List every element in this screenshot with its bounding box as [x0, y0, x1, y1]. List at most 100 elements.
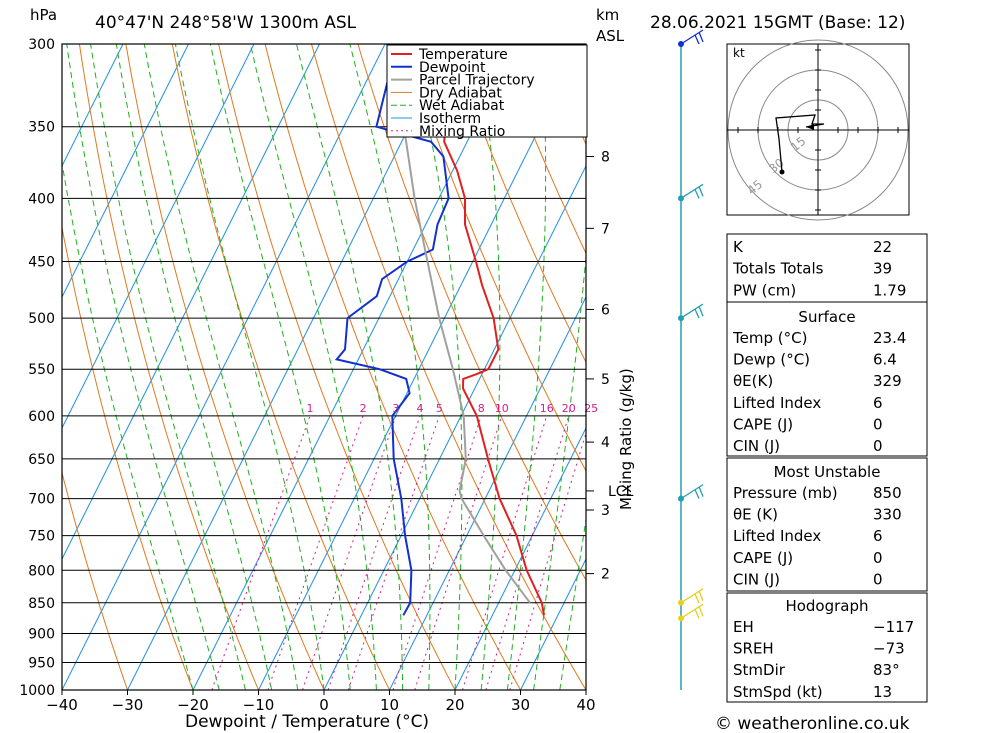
- surface-row-value: 0: [873, 437, 883, 455]
- surface-row-value: 6.4: [873, 351, 897, 369]
- pressure-tick-label: 350: [28, 120, 55, 136]
- wet-adiabat-line: [585, 687, 586, 690]
- wet-adiabat-line: [209, 44, 351, 690]
- hodograph-unit-label: kt: [733, 46, 745, 60]
- hodograph-stats-row-label: EH: [733, 618, 754, 636]
- wind-barb-icon: [680, 303, 704, 319]
- mixing-ratio-label: 16: [540, 402, 554, 415]
- indices-box: [726, 233, 928, 303]
- pressure-tick-label: 900: [28, 626, 55, 642]
- surface-title: Surface: [798, 308, 855, 326]
- surface-row-value: 23.4: [873, 329, 906, 347]
- km-tick-label: 6: [601, 302, 610, 318]
- isotherm-line: [323, 164, 586, 690]
- index-row-value: 1.79: [873, 281, 906, 299]
- legend-label: Dry Adiabat: [419, 85, 502, 101]
- surface-row-label: θE(K): [733, 372, 773, 390]
- hodograph-stats-title: Hodograph: [785, 597, 868, 615]
- wind-barb-icon: [680, 29, 704, 45]
- most-unstable-title: Most Unstable: [774, 463, 881, 481]
- wet-adiabat-line: [533, 251, 586, 690]
- mixing-ratio-line: [211, 415, 311, 690]
- pressure-tick-label: 800: [28, 563, 55, 579]
- hodograph-stats-row-value: −117: [873, 618, 914, 636]
- surface-row-value: 6: [873, 394, 883, 412]
- wet-adiabat-line: [115, 44, 273, 690]
- most-unstable-row-label: CAPE (J): [733, 549, 793, 567]
- pressure-tick-label: 400: [28, 191, 55, 207]
- legend-label: Isotherm: [419, 111, 481, 127]
- hodograph-stats-row-label: StmDir: [733, 661, 786, 679]
- index-row-label: Totals Totals: [732, 260, 824, 278]
- mixing-ratio-label: 20: [562, 402, 576, 415]
- legend-label: Mixing Ratio: [419, 124, 505, 140]
- series-parcel-trajectory: [389, 44, 531, 604]
- pressure-tick-label: 500: [28, 311, 55, 327]
- mixing-ratio-line: [302, 415, 397, 690]
- hodograph-stats-row-value: 83°: [873, 661, 900, 679]
- lcl-label: LCL: [608, 484, 634, 500]
- km-tick-label: 3: [601, 503, 610, 519]
- pressure-tick-label: 850: [28, 596, 55, 612]
- mixing-ratio-label: 3: [392, 402, 399, 415]
- legend-label: Parcel Trajectory: [419, 73, 535, 89]
- wet-adiabat-line: [249, 44, 377, 690]
- pressure-tick-label: 450: [28, 255, 55, 271]
- most-unstable-row-label: Lifted Index: [733, 527, 821, 545]
- wet-adiabat-line: [559, 516, 586, 690]
- hodograph-trace: [775, 114, 825, 173]
- isotherm-line: [62, 44, 189, 299]
- x-tick-label: 40: [576, 696, 595, 714]
- most-unstable-row-value: 6: [873, 527, 883, 545]
- km-tick-label: 5: [601, 372, 610, 388]
- wet-adiabat-line: [506, 44, 547, 690]
- x-tick-label: 0: [319, 696, 329, 714]
- isotherm-line: [520, 557, 586, 690]
- dry-adiabat-line: [915, 44, 1000, 690]
- surface-row-label: Temp (°C): [732, 329, 807, 347]
- most-unstable-row-value: 0: [873, 570, 883, 588]
- x-tick-label: −40: [46, 696, 78, 714]
- dry-adiabat-line: [264, 44, 521, 690]
- x-tick-label: −10: [243, 696, 275, 714]
- surface-row-label: Dewp (°C): [733, 351, 810, 369]
- most-unstable-row-value: 0: [873, 549, 883, 567]
- wet-adiabat-line: [62, 160, 194, 690]
- isotherm-line: [62, 44, 386, 690]
- datetime-title: 28.06.2021 15GMT (Base: 12): [650, 13, 905, 33]
- isotherm-line: [62, 44, 124, 168]
- mixing-ratio-label: 8: [478, 402, 485, 415]
- wind-profile: [678, 29, 704, 690]
- pressure-tick-label: 750: [28, 529, 55, 545]
- mixing-ratio-label: 10: [495, 402, 509, 415]
- wet-adiabat-line: [349, 44, 431, 690]
- hodograph-stats-row-label: StmSpd (kt): [733, 683, 823, 701]
- x-tick-label: 30: [511, 696, 530, 714]
- mixing-ratio-axis-label: Mixing Ratio (g/kg): [617, 368, 635, 510]
- hodograph-stats-row-value: −73: [873, 640, 905, 658]
- isotherm-line: [389, 295, 586, 690]
- surface-box: [726, 301, 928, 457]
- wind-barb-icon: [680, 603, 704, 619]
- mixing-ratio-label: 2: [360, 402, 367, 415]
- surface-row-value: 329: [873, 372, 902, 390]
- hpa-label: hPa: [30, 6, 57, 24]
- dry-adiabat-line: [961, 44, 1000, 690]
- most-unstable-row-label: CIN (J): [733, 570, 780, 588]
- x-tick-label: −20: [177, 696, 209, 714]
- km-tick-label: 2: [601, 567, 610, 583]
- hodograph-stats-box: [726, 592, 928, 703]
- hodograph-storm-arrow-icon: [806, 124, 814, 130]
- dry-adiabat-line: [171, 44, 390, 690]
- dry-adiabat-line: [496, 44, 586, 255]
- credit-footer: © weatheronline.co.uk: [715, 714, 910, 733]
- mixing-ratio-line: [485, 415, 570, 690]
- dry-adiabat-line: [311, 44, 586, 690]
- km-tick-label: 8: [601, 150, 610, 166]
- pressure-tick-label: 600: [28, 409, 55, 425]
- legend-label: Wet Adiabat: [419, 98, 505, 114]
- dry-adiabat-line: [78, 44, 259, 690]
- most-unstable-box: [726, 457, 928, 592]
- isotherm-line: [258, 44, 582, 690]
